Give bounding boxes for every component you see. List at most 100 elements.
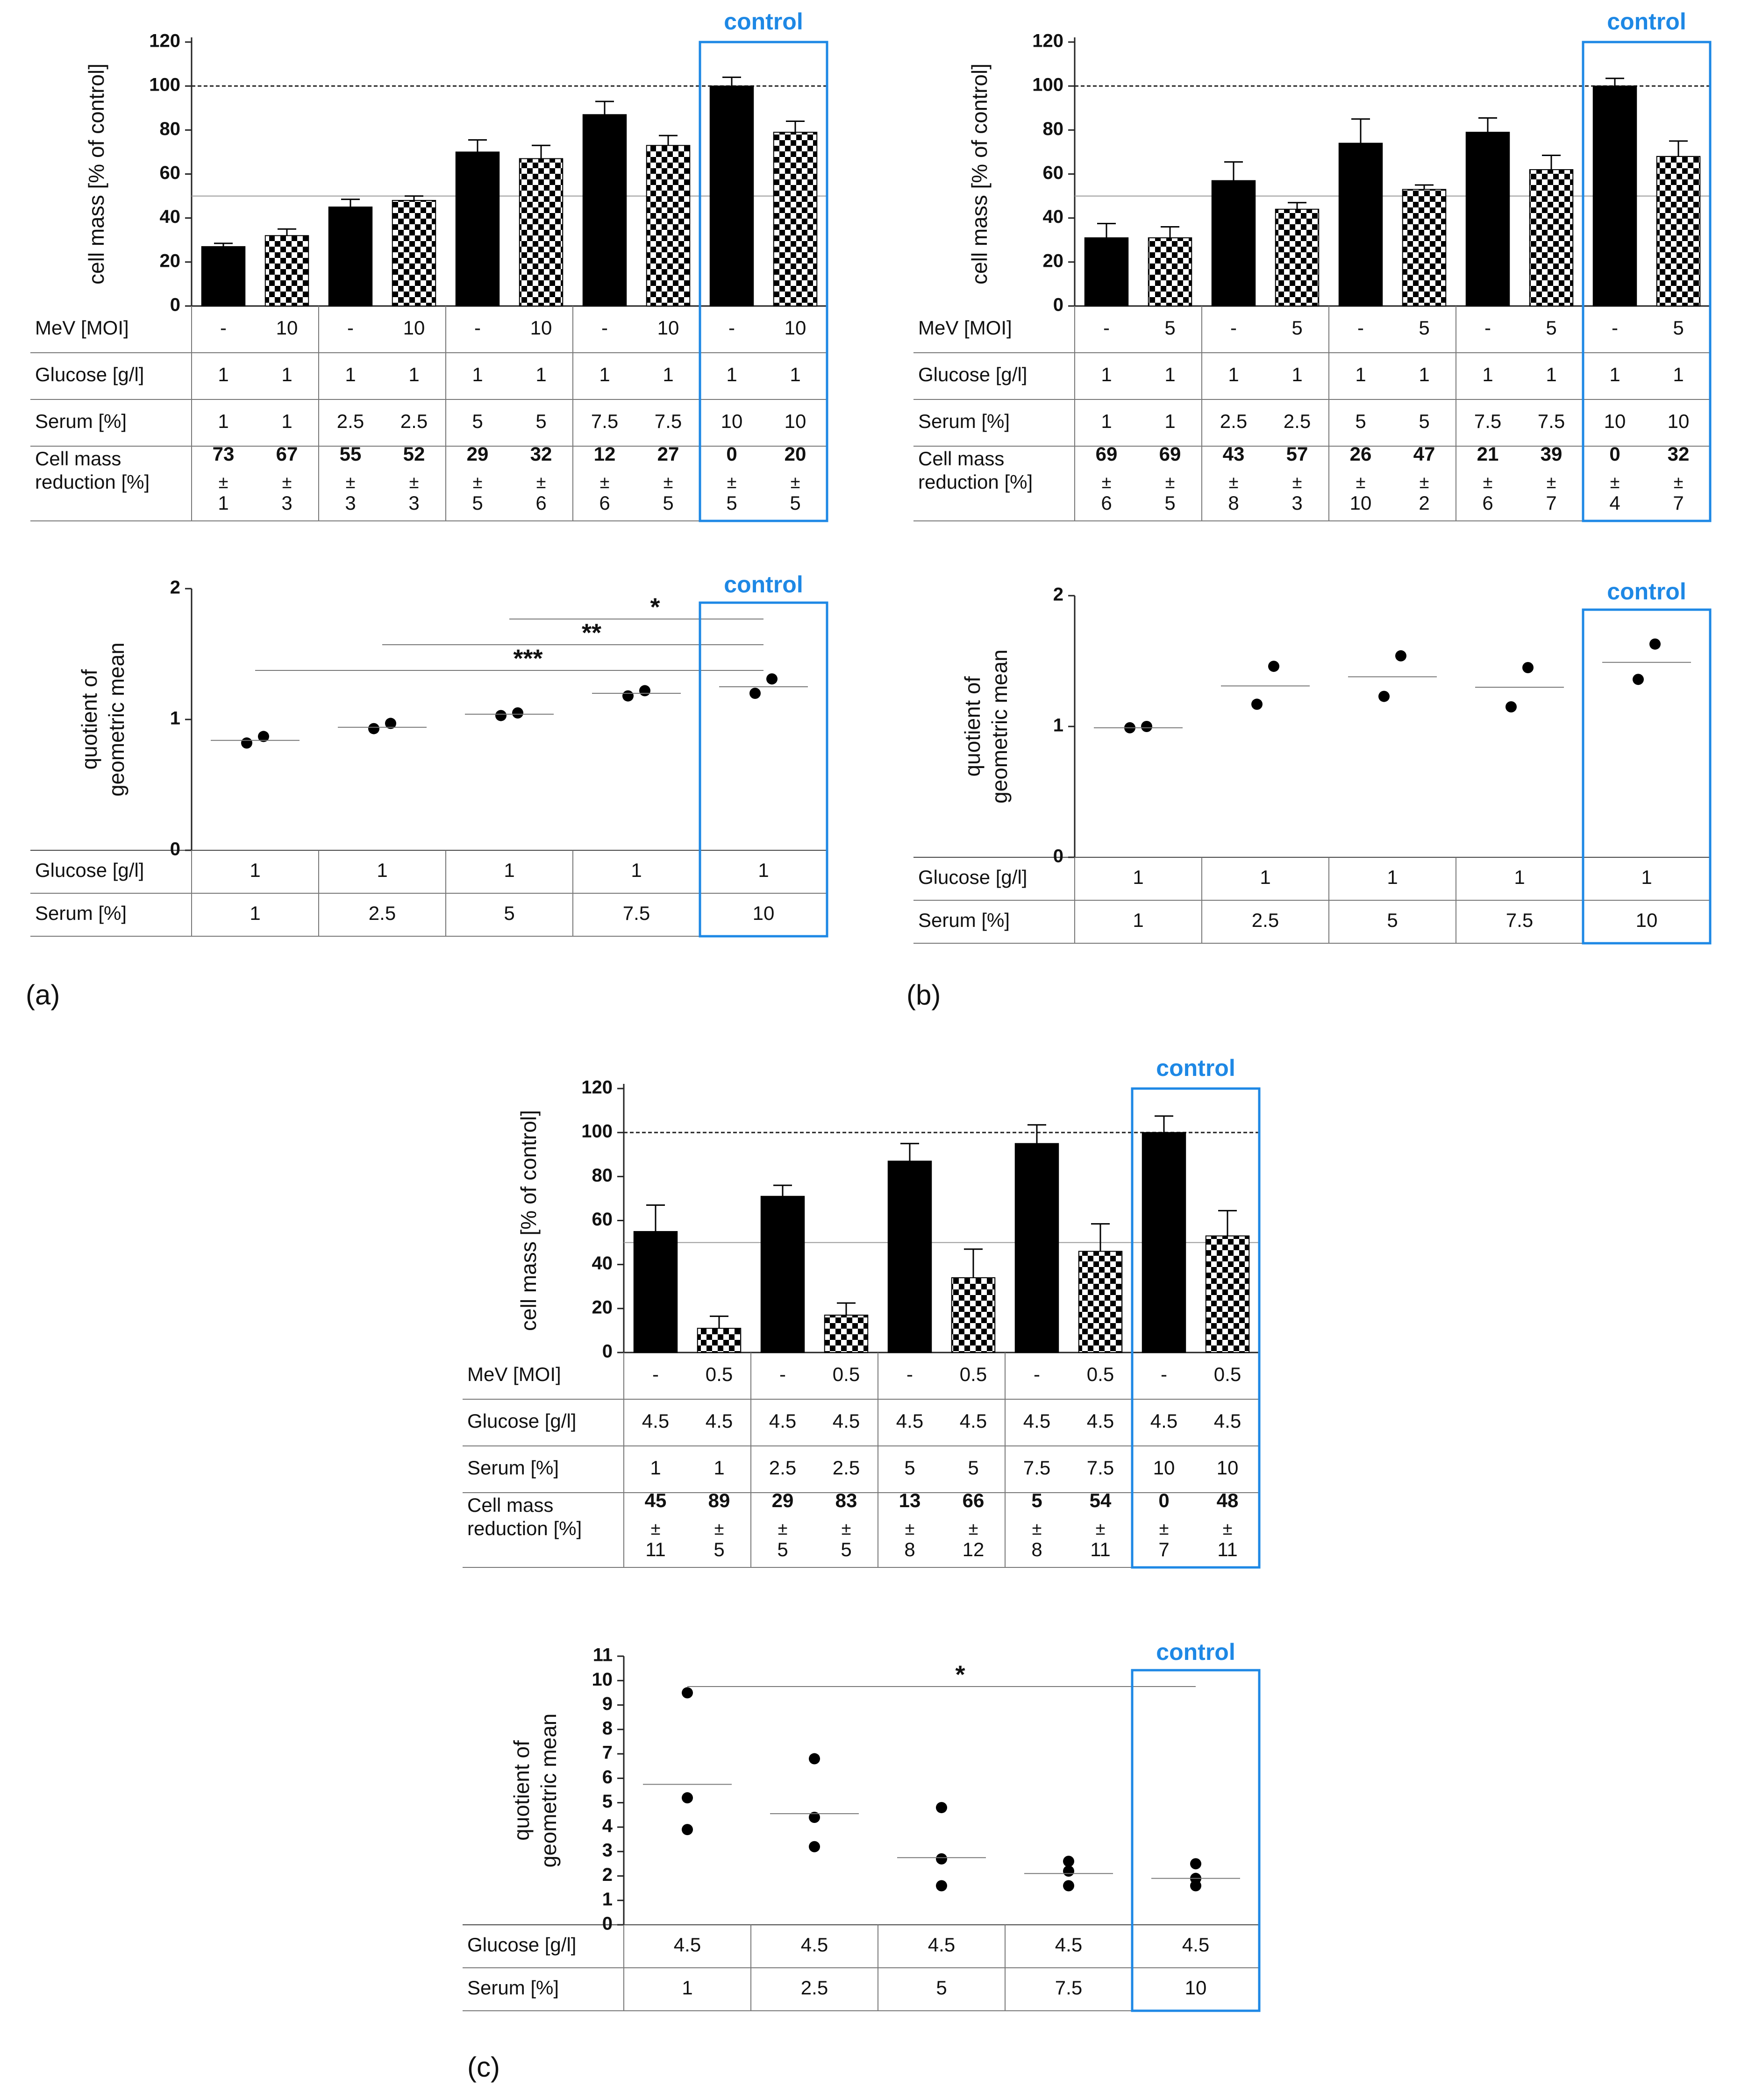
panel-c-glucose-cell: 4.5: [769, 1410, 796, 1432]
panel-b-bar: [1529, 169, 1574, 306]
panel-a-bar: [646, 145, 691, 306]
panel-b-scatter-glucose-cell: 1: [1641, 866, 1652, 888]
panel-b-bar: [1656, 156, 1701, 306]
panel-b-scatter-serum-cell: 5: [1387, 909, 1398, 931]
panel-c-sd-cell: 5: [777, 1538, 788, 1560]
panel-a-glucose-cell: 1: [218, 363, 228, 385]
panel-c-serum-cell: 7.5: [1087, 1457, 1114, 1479]
panel-b-data-point: [1378, 691, 1390, 702]
panel-a-moi-cell: 10: [785, 317, 806, 339]
panel-c-scatter-serum-cell: 2.5: [801, 1977, 828, 1999]
panel-b-bar: [1592, 85, 1637, 307]
panel-c-scatter-glucose-cell: 4.5: [674, 1934, 701, 1956]
panel-a-moi-cell: 10: [657, 317, 679, 339]
panel-c-scatter-ylabel: quotient of: [509, 1740, 534, 1841]
panel-a-pm-sign: ±: [282, 473, 292, 492]
panel-a-moi-cell: -: [220, 317, 227, 339]
panel-c-reduction-cell: 13: [899, 1489, 921, 1511]
panel-b-serum-cell: 10: [1668, 410, 1690, 432]
panel-a-bar: [773, 132, 818, 306]
panel-b-control-box: [1582, 41, 1712, 522]
panel-c-sd-cell: 12: [963, 1538, 985, 1560]
panel-c-scatter-ytick-label: 0: [602, 1914, 613, 1934]
panel-c-scatter-glucose-cell: 4.5: [1055, 1934, 1082, 1956]
panel-a-scatter-ylabel: geometric mean: [104, 642, 128, 797]
panel-c-moi-cell: 0.5: [706, 1363, 733, 1385]
panel-a-scatter-ylabel: quotient of: [77, 669, 101, 769]
panel-c-row-label: reduction [%]: [467, 1517, 582, 1539]
panel-a-data-point: [766, 673, 778, 685]
panel-c-row-label: MeV [MOI]: [467, 1363, 561, 1385]
panel-a-serum-cell: 5: [472, 410, 483, 432]
panel-b-glucose-cell: 1: [1164, 363, 1175, 385]
panel-c-scatter-ytick-label: 5: [602, 1791, 613, 1812]
panel-b-pm-sign: ±: [1547, 473, 1556, 492]
panel-b-row-label: Cell mass: [918, 448, 1004, 470]
panel-b-data-point: [1522, 662, 1534, 673]
panel-a-scatter-glucose-cell: 1: [631, 859, 642, 881]
panel-a-reduction-cell: 55: [340, 443, 362, 465]
panel-c-bar: [887, 1160, 932, 1353]
panel-a-scatter-serum-cell: 2.5: [369, 902, 396, 924]
panel-a-bar: [582, 114, 627, 306]
panel-c-scatter-serum-cell: 1: [682, 1977, 692, 1999]
panel-c-pm-sign: ±: [1096, 1519, 1106, 1539]
panel-c-control-box: [1131, 1087, 1261, 1569]
panel-c-glucose-cell: 4.5: [1023, 1410, 1050, 1432]
panel-c-scatter-serum-cell: 5: [936, 1977, 947, 1999]
panel-a-ytick-label: 0: [170, 295, 180, 315]
panel-a-ytick-label: 20: [160, 250, 181, 271]
panel-a-data-point: [241, 737, 252, 749]
panel-c-scatter-glucose-cell: 4.5: [801, 1934, 828, 1956]
panel-a-pm-sign: ±: [473, 473, 483, 492]
panel-a-scatter-glucose-cell: 1: [250, 859, 260, 881]
panel-a-ylabel: cell mass [% of control]: [84, 64, 108, 285]
panel-b-moi-cell: -: [1230, 317, 1237, 339]
panel-b-moi-cell: -: [1612, 317, 1618, 339]
panel-a-row-label: MeV [MOI]: [35, 317, 129, 339]
panel-c-moi-cell: -: [779, 1363, 786, 1385]
panel-b-serum-cell: 2.5: [1220, 410, 1247, 432]
panel-c-scatter-ytick-label: 11: [593, 1645, 613, 1666]
panel-c-reduction-cell: 89: [708, 1489, 730, 1511]
panel-c-scatter-ytick-label: 4: [602, 1815, 613, 1836]
panel-c-ytick-label: 120: [581, 1077, 613, 1098]
panel-c-scatter-ytick-label: 3: [602, 1840, 613, 1861]
panel-c-bar: [951, 1277, 996, 1353]
panel-a-bar: [519, 158, 564, 306]
panel-b-pm-sign: ±: [1674, 473, 1684, 492]
panel-c-data-point: [809, 1812, 820, 1823]
panel-b-serum-cell: 1: [1101, 410, 1112, 432]
panel-b-row-label: Serum [%]: [918, 410, 1010, 432]
panel-b-scatter-control-box: [1582, 608, 1712, 945]
panel-a-bar: [264, 235, 309, 307]
panel-c-scatter-ytick-label: 10: [592, 1669, 613, 1690]
panel-a-pm-sign: ±: [219, 473, 228, 492]
panel-c-ytick-label: 40: [592, 1253, 613, 1274]
panel-b-reduction-cell: 47: [1413, 443, 1435, 465]
panel-c-reduction-cell: 54: [1090, 1489, 1112, 1511]
panel-b-pm-sign: ±: [1483, 473, 1493, 492]
panel-a-serum-cell: 7.5: [655, 410, 682, 432]
panel-c-serum-cell: 2.5: [833, 1457, 860, 1479]
panel-a-serum-cell: 10: [721, 410, 743, 432]
panel-a-pm-sign: ±: [536, 473, 546, 492]
panel-b-serum-cell: 7.5: [1474, 410, 1501, 432]
panel-a-bar: [392, 200, 436, 306]
panel-a-moi-cell: -: [728, 317, 735, 339]
panel-c-glucose-cell: 4.5: [1150, 1410, 1177, 1432]
panel-c-glucose-cell: 4.5: [1087, 1410, 1114, 1432]
panel-a-sd-cell: 3: [408, 492, 419, 514]
panel-c-ytick-label: 100: [581, 1121, 613, 1142]
panel-a-glucose-cell: 1: [663, 363, 673, 385]
panel-b-sd-cell: 7: [1546, 492, 1556, 514]
panel-c-scatter-control-box: [1131, 1669, 1261, 2012]
panel-b-scatter-glucose-cell: 1: [1387, 866, 1398, 888]
panel-c-data-point: [936, 1880, 947, 1892]
panel-b-bar: [1465, 132, 1510, 306]
panel-b-control-label: control: [1607, 8, 1686, 35]
panel-b-scatter-ytick-label: 1: [1053, 715, 1063, 736]
panel-b-reduction-cell: 32: [1668, 443, 1690, 465]
panel-c-pm-sign: ±: [714, 1519, 724, 1539]
panel-a-ytick-label: 40: [160, 206, 181, 227]
